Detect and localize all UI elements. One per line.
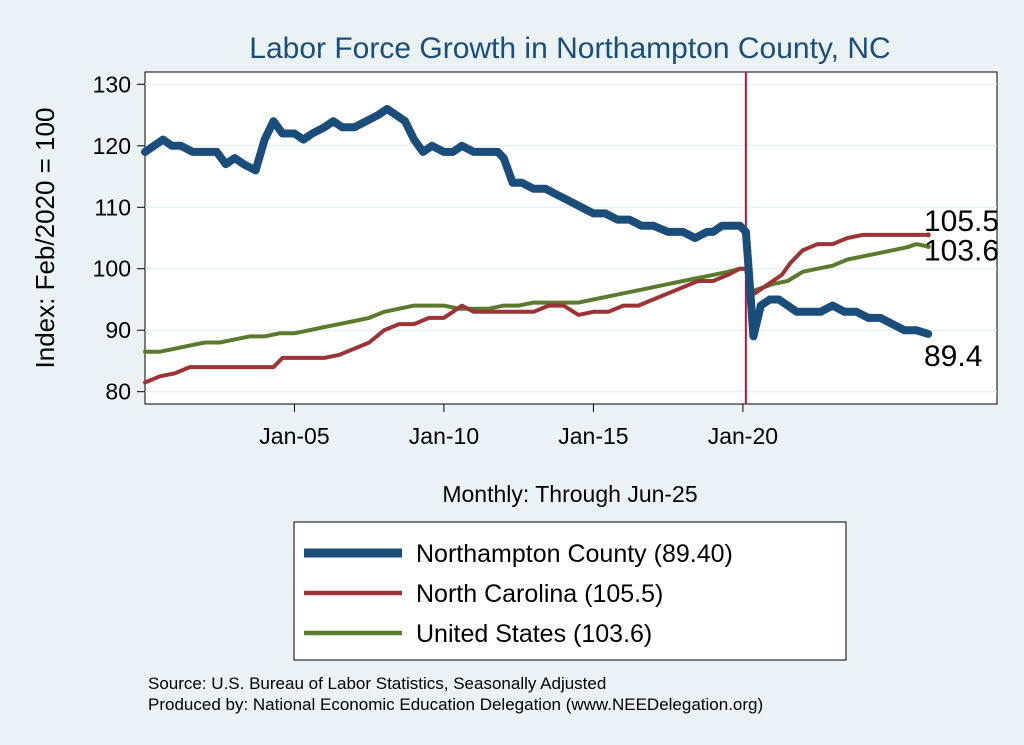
produced-by-text: Produced by: National Economic Education… [148, 695, 763, 714]
grid [145, 83, 997, 393]
x-axis-label: Monthly: Through Jun-25 [442, 481, 697, 507]
x-tick-label: Jan-10 [409, 423, 479, 449]
x-tick-label: Jan-15 [558, 423, 628, 449]
series-line-northampton-county [141, 104, 933, 341]
legend-label: North Carolina (105.5) [416, 580, 663, 608]
x-axis-ticks: Jan-05 Jan-10 Jan-15 Jan-20 [259, 404, 778, 449]
end-label: 89.4 [924, 340, 982, 373]
chart-title: Labor Force Growth in Northampton County… [249, 32, 890, 65]
legend: Northampton County (89.40) North Carolina… [293, 521, 847, 661]
x-tick-label: Jan-05 [259, 423, 329, 449]
legend-label: Northampton County (89.40) [416, 540, 733, 568]
y-tick-label: 130 [93, 71, 131, 97]
end-marker [925, 244, 931, 250]
end-marker [925, 232, 931, 238]
legend-items: Northampton County (89.40) North Carolina… [304, 540, 733, 648]
series-line-united-states [143, 242, 931, 354]
end-marker [925, 331, 931, 337]
series-group [141, 104, 933, 385]
y-tick-label: 120 [93, 133, 131, 159]
source-text: Source: U.S. Bureau of Labor Statistics,… [148, 674, 606, 693]
end-label: 105.5 [924, 205, 999, 238]
series-line-north-carolina [143, 232, 931, 385]
y-tick-label: 80 [105, 379, 131, 405]
y-tick-label: 100 [93, 256, 131, 282]
x-tick-label: Jan-20 [708, 423, 778, 449]
legend-label: United States (103.6) [416, 620, 652, 648]
y-axis-ticks: 80 90 100 110 120 130 [93, 71, 145, 405]
end-label: 103.6 [924, 235, 999, 268]
y-tick-label: 90 [105, 317, 131, 343]
y-tick-label: 110 [94, 194, 131, 220]
y-axis-label: Index: Feb/2020 = 100 [30, 108, 60, 369]
